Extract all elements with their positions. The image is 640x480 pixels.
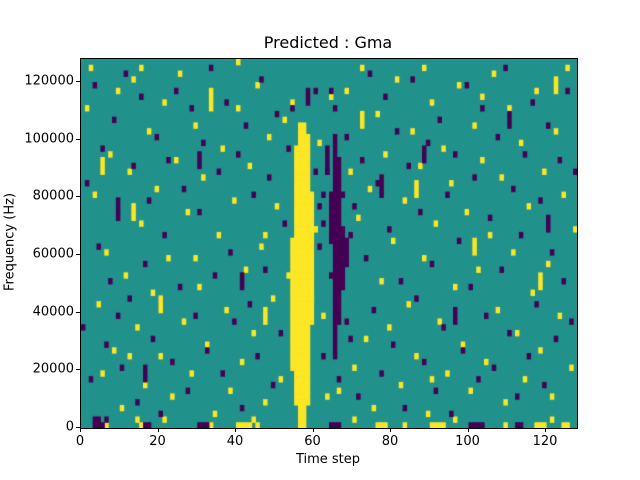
- plot-area: [80, 58, 578, 429]
- x-tick-mark: [312, 428, 314, 432]
- y-tick-mark: [76, 369, 80, 371]
- y-tick-mark: [76, 254, 80, 256]
- x-tick-label: 0: [75, 434, 85, 449]
- chart-title: Predicted : Gma: [263, 33, 393, 52]
- y-tick-mark: [76, 427, 80, 428]
- y-axis-label: Frequency (Hz): [2, 192, 18, 292]
- x-tick-label: 40: [226, 434, 244, 449]
- y-tick-mark: [76, 81, 80, 83]
- x-tick-label: 80: [381, 434, 399, 449]
- x-tick-label: 60: [304, 434, 321, 449]
- y-tick-label: 100000: [24, 131, 74, 147]
- y-tick-mark: [76, 138, 80, 140]
- x-tick-mark: [80, 428, 81, 432]
- heatmap-canvas: [81, 59, 577, 428]
- y-tick-label: 40000: [32, 304, 74, 320]
- y-tick-label: 80000: [32, 188, 74, 204]
- x-tick-label: 100: [455, 434, 480, 449]
- x-tick-mark: [390, 428, 391, 432]
- y-tick-mark: [76, 196, 80, 198]
- x-tick-mark: [545, 428, 546, 432]
- y-tick-label: 0: [65, 419, 74, 435]
- x-axis-label: Time step: [295, 452, 361, 467]
- y-tick-mark: [76, 311, 80, 313]
- x-tick-label: 120: [532, 434, 558, 449]
- x-tick-mark: [467, 428, 469, 432]
- y-tick-label: 60000: [32, 246, 74, 262]
- x-tick-mark: [235, 428, 236, 432]
- y-tick-label: 20000: [32, 361, 74, 377]
- x-tick-mark: [157, 428, 159, 432]
- y-tick-label: 120000: [24, 73, 74, 89]
- x-tick-label: 20: [149, 434, 166, 449]
